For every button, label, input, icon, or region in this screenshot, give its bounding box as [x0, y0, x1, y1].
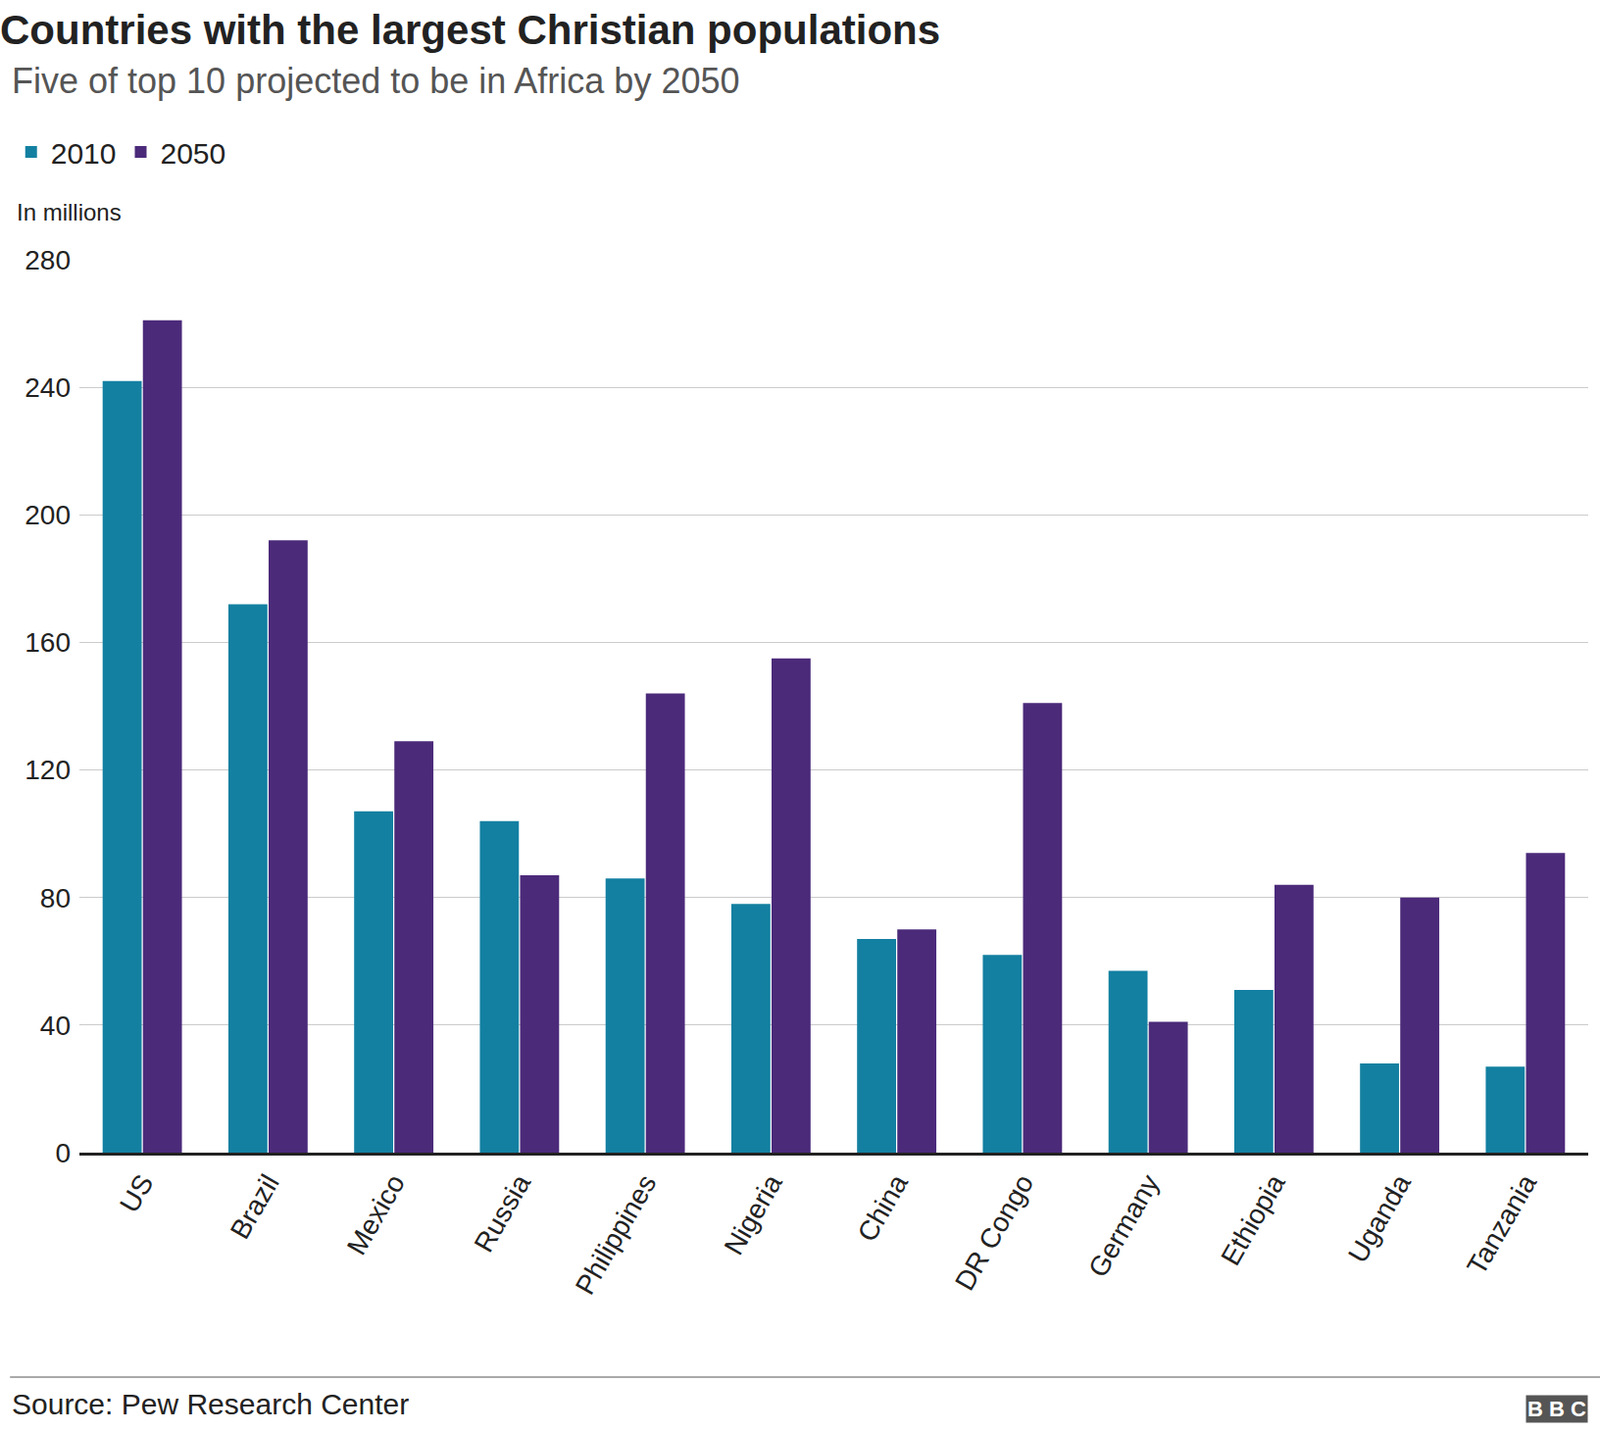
- svg-text:US: US: [113, 1169, 159, 1218]
- svg-text:80: 80: [40, 883, 71, 914]
- svg-text:200: 200: [24, 500, 71, 531]
- svg-text:Mexico: Mexico: [341, 1169, 411, 1260]
- svg-text:DR Congo: DR Congo: [949, 1169, 1040, 1297]
- svg-text:Ethiopia: Ethiopia: [1214, 1169, 1292, 1271]
- svg-text:2010: 2010: [50, 137, 117, 170]
- svg-text:Countries with the largest Chr: Countries with the largest Christian pop…: [0, 6, 941, 53]
- svg-text:Uganda: Uganda: [1342, 1169, 1417, 1269]
- svg-text:Brazil: Brazil: [224, 1169, 286, 1245]
- svg-text:China: China: [851, 1169, 915, 1248]
- svg-text:2050: 2050: [159, 137, 226, 170]
- svg-text:280: 280: [24, 245, 71, 276]
- svg-text:240: 240: [24, 372, 71, 403]
- svg-text:40: 40: [40, 1010, 71, 1042]
- svg-text:0: 0: [54, 1138, 71, 1169]
- svg-text:160: 160: [24, 627, 71, 658]
- svg-text:Tanzania: Tanzania: [1460, 1169, 1543, 1281]
- svg-text:In millions: In millions: [16, 199, 122, 226]
- svg-text:Germany: Germany: [1082, 1169, 1165, 1283]
- svg-text:Source: Pew Research Center: Source: Pew Research Center: [11, 1388, 409, 1421]
- svg-text:Five of top 10 projected to be: Five of top 10 projected to be in Africa…: [11, 60, 740, 101]
- svg-text:Russia: Russia: [468, 1169, 538, 1258]
- svg-text:Philippines: Philippines: [569, 1169, 663, 1300]
- svg-text:B B C: B B C: [1527, 1397, 1587, 1422]
- svg-text:Nigeria: Nigeria: [718, 1169, 789, 1261]
- svg-text:120: 120: [24, 754, 71, 786]
